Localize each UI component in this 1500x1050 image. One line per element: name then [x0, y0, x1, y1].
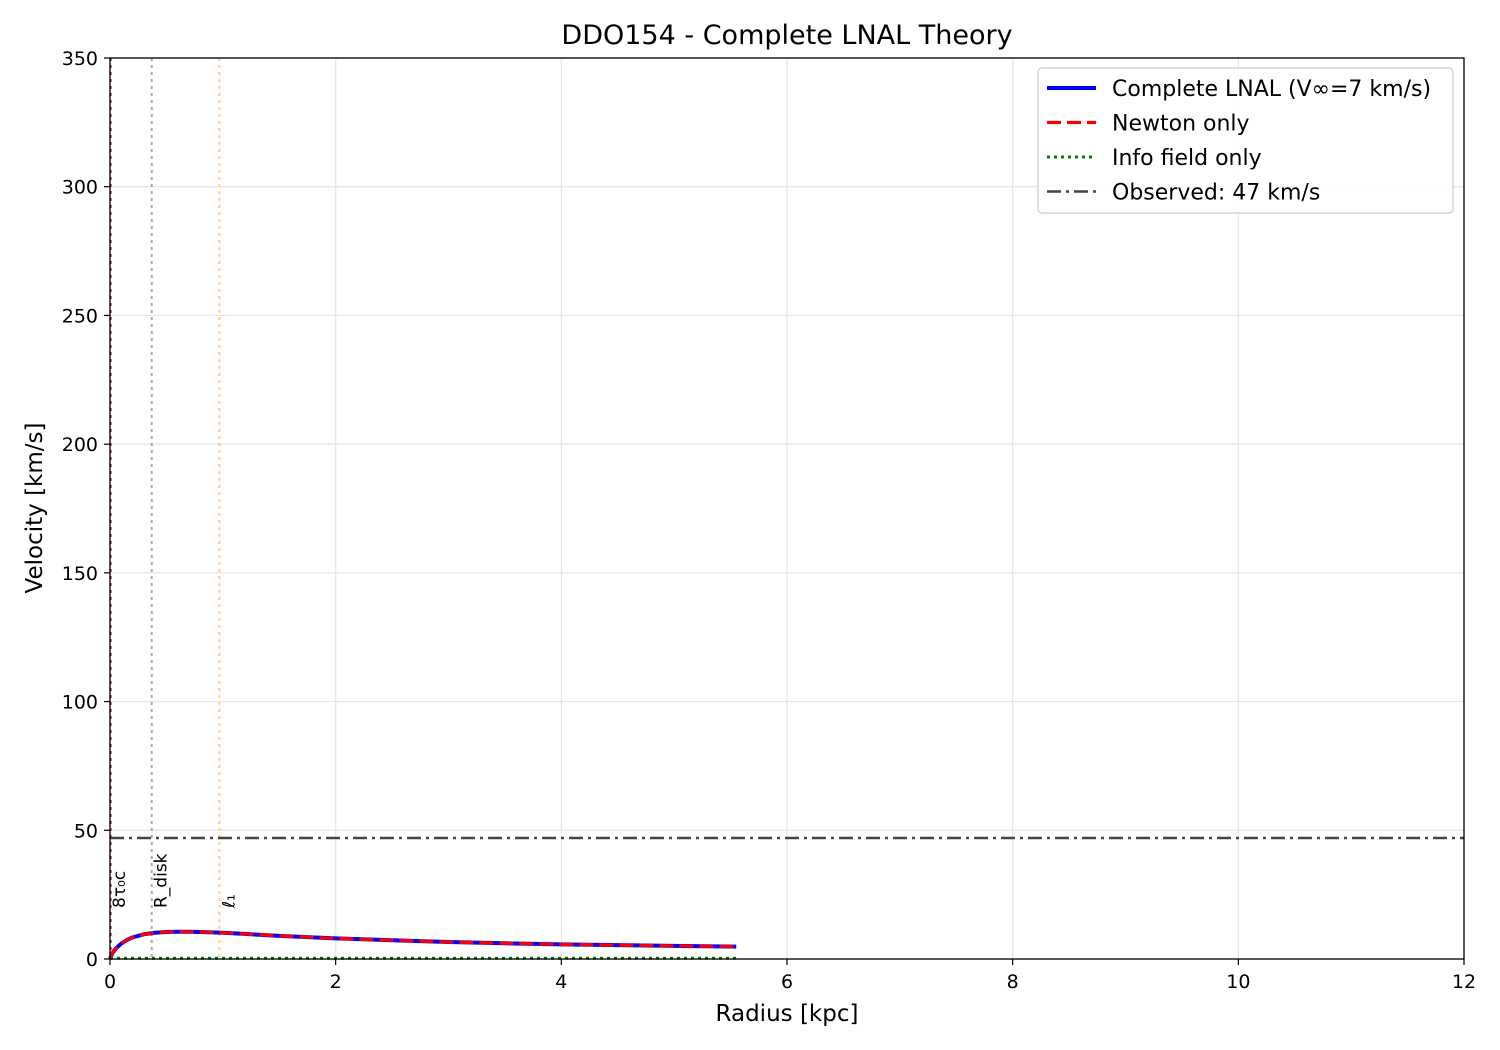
x-tick-label: 4	[555, 971, 567, 993]
tick-layer: 0 2 4 6 8 10 12 0 50 100 150 200 250 300 350	[62, 48, 1476, 993]
series-line-1	[108, 930, 737, 960]
vline-label: 8τ₀c	[110, 871, 130, 908]
y-tick-label: 350	[62, 48, 98, 70]
y-tick-label: 250	[62, 305, 98, 327]
x-tick-label: 12	[1452, 971, 1476, 993]
y-axis-label: Velocity [km/s]	[22, 423, 48, 594]
y-tick-label: 0	[86, 949, 98, 971]
x-tick-label: 8	[1007, 971, 1019, 993]
y-tick-label: 150	[62, 563, 98, 585]
legend-label: Newton only	[1112, 112, 1250, 137]
chart-title: DDO154 - Complete LNAL Theory	[561, 20, 1012, 51]
vline-label: R_disk	[152, 853, 172, 908]
y-tick-label: 300	[62, 177, 98, 199]
x-tick-label: 0	[104, 971, 116, 993]
legend-label: Observed: 47 km/s	[1112, 181, 1320, 206]
y-tick-label: 100	[62, 692, 98, 714]
legend: Complete LNAL (V∞=7 km/s) Newton only Info…	[1037, 67, 1454, 214]
y-tick-label: 50	[74, 820, 98, 842]
vline-label: ℓ₁	[219, 894, 239, 909]
x-tick-label: 10	[1226, 971, 1250, 993]
x-axis-label: Radius [kpc]	[716, 1001, 859, 1027]
series-layer	[108, 929, 737, 960]
legend-label: Complete LNAL (V∞=7 km/s)	[1112, 77, 1431, 102]
legend-label: Info field only	[1112, 146, 1262, 171]
x-tick-label: 2	[330, 971, 342, 993]
y-tick-label: 200	[62, 434, 98, 456]
legend-box	[1037, 67, 1454, 214]
x-tick-label: 6	[781, 971, 793, 993]
